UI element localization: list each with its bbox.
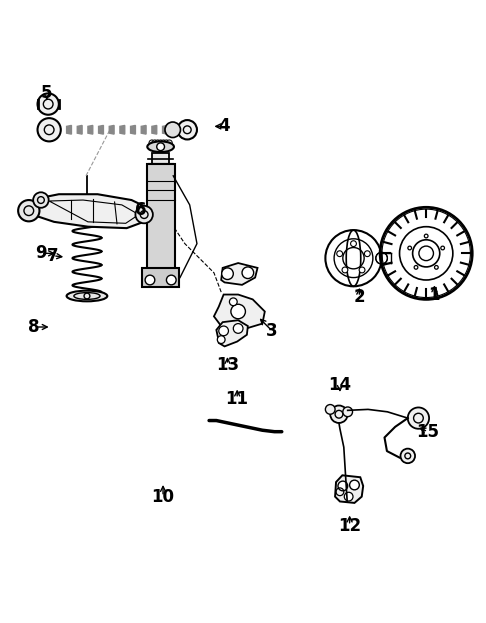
Circle shape: [350, 240, 356, 247]
Ellipse shape: [69, 206, 104, 216]
Circle shape: [155, 140, 160, 146]
Ellipse shape: [65, 212, 109, 224]
Polygon shape: [109, 125, 114, 134]
Circle shape: [349, 480, 359, 490]
Circle shape: [233, 323, 243, 333]
Text: 14: 14: [329, 376, 351, 394]
Text: 9: 9: [35, 244, 47, 262]
Polygon shape: [162, 125, 167, 134]
Circle shape: [338, 481, 347, 491]
Text: 1: 1: [429, 285, 440, 303]
Polygon shape: [214, 295, 265, 331]
Circle shape: [166, 140, 172, 146]
Circle shape: [326, 404, 335, 414]
Text: 7: 7: [47, 247, 59, 265]
Polygon shape: [88, 125, 93, 134]
Polygon shape: [335, 475, 363, 503]
Polygon shape: [152, 125, 157, 134]
Text: 10: 10: [152, 488, 174, 506]
Ellipse shape: [147, 141, 174, 152]
Circle shape: [157, 143, 164, 151]
Polygon shape: [221, 263, 258, 285]
Circle shape: [158, 140, 163, 146]
Polygon shape: [67, 125, 71, 134]
Bar: [142, 268, 179, 287]
Circle shape: [136, 206, 153, 223]
Text: 8: 8: [28, 318, 39, 336]
Circle shape: [359, 267, 365, 273]
Circle shape: [219, 326, 228, 336]
Circle shape: [414, 265, 418, 269]
Circle shape: [33, 193, 49, 208]
Text: 11: 11: [226, 390, 249, 407]
Circle shape: [37, 93, 59, 115]
Circle shape: [330, 406, 347, 423]
Circle shape: [177, 120, 197, 140]
Circle shape: [37, 118, 61, 141]
Circle shape: [343, 407, 352, 417]
Circle shape: [166, 275, 176, 285]
Circle shape: [18, 200, 39, 221]
Circle shape: [145, 275, 155, 285]
Bar: [147, 164, 174, 273]
Circle shape: [400, 449, 415, 463]
Text: 3: 3: [266, 322, 278, 340]
Text: 4: 4: [218, 117, 229, 135]
Circle shape: [242, 267, 254, 278]
Circle shape: [217, 336, 225, 343]
Circle shape: [434, 265, 438, 269]
Circle shape: [163, 140, 169, 146]
Circle shape: [229, 298, 237, 306]
Circle shape: [165, 122, 180, 138]
Circle shape: [149, 140, 155, 146]
Text: 13: 13: [216, 356, 239, 374]
Circle shape: [364, 251, 370, 257]
Circle shape: [337, 251, 343, 257]
Circle shape: [231, 304, 245, 319]
Circle shape: [441, 246, 445, 250]
Text: 15: 15: [417, 422, 440, 440]
Ellipse shape: [67, 291, 107, 302]
Polygon shape: [131, 125, 136, 134]
Bar: [152, 153, 169, 164]
Polygon shape: [216, 320, 248, 346]
Polygon shape: [120, 125, 125, 134]
Circle shape: [408, 407, 429, 429]
Circle shape: [152, 140, 158, 146]
Circle shape: [342, 267, 348, 273]
Text: 6: 6: [136, 201, 147, 219]
Text: 12: 12: [338, 516, 361, 535]
Circle shape: [424, 234, 428, 238]
Circle shape: [222, 268, 233, 280]
Circle shape: [160, 140, 166, 146]
Polygon shape: [99, 125, 104, 134]
Text: 2: 2: [353, 288, 365, 306]
Text: 5: 5: [41, 85, 52, 102]
Circle shape: [408, 246, 412, 250]
Circle shape: [344, 492, 353, 501]
Polygon shape: [20, 194, 151, 228]
Polygon shape: [77, 125, 82, 134]
Polygon shape: [141, 125, 146, 134]
